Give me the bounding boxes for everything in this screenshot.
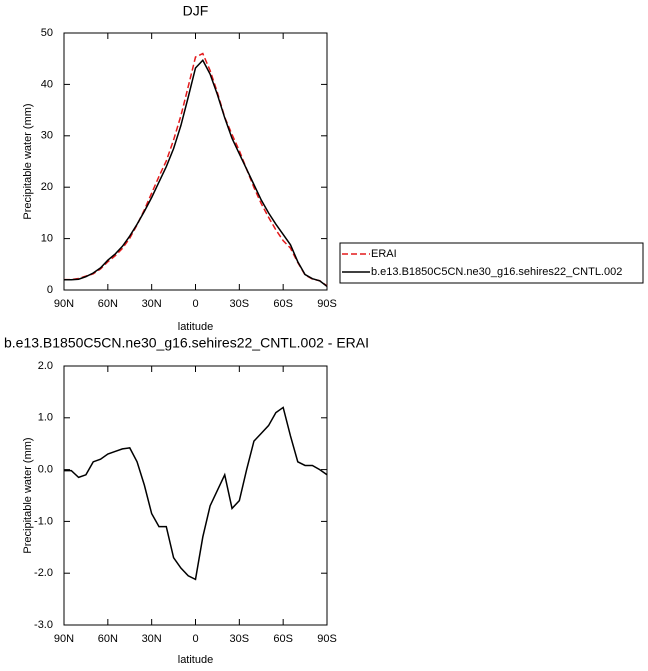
- legend-label: ERAI: [371, 248, 397, 260]
- plot-frame: [63, 32, 328, 291]
- x-axis-label: latitude: [178, 321, 213, 333]
- y-tick-label: -1.0: [34, 515, 53, 527]
- y-tick-label: 1.0: [38, 412, 53, 424]
- y-axis-label: Precipitable water (mm): [22, 437, 34, 553]
- x-tick-label: 60N: [98, 298, 118, 310]
- x-tick-label: 30N: [142, 633, 162, 645]
- chart-title: b.e13.B1850C5CN.ne30_g16.sehires22_CNTL.…: [4, 335, 369, 351]
- plot-frame: [63, 365, 328, 626]
- data-line: [64, 58, 328, 287]
- x-tick-label: 90S: [317, 298, 337, 310]
- data-line: [64, 52, 328, 287]
- y-tick-label: 10: [41, 233, 53, 245]
- y-tick-label: 2.0: [38, 360, 53, 372]
- chart-title: DJF: [183, 3, 209, 19]
- y-tick-label: 20: [41, 181, 53, 193]
- y-axis-label: Precipitable water (mm): [22, 103, 34, 219]
- y-tick-label: -2.0: [34, 567, 53, 579]
- y-tick-label: 0.0: [38, 464, 53, 476]
- legend-box: [339, 242, 644, 284]
- y-tick-label: 30: [41, 130, 53, 142]
- y-tick-label: -3.0: [34, 619, 53, 631]
- x-tick-label: 90S: [317, 633, 337, 645]
- x-tick-label: 60S: [273, 298, 293, 310]
- x-axis-label: latitude: [178, 654, 213, 666]
- x-tick-label: 90N: [54, 633, 74, 645]
- y-tick-label: 40: [41, 78, 53, 90]
- legend-label: b.e13.B1850C5CN.ne30_g16.sehires22_CNTL.…: [371, 266, 622, 278]
- x-tick-label: 30S: [230, 298, 250, 310]
- x-tick-label: 60S: [273, 633, 293, 645]
- x-tick-label: 30N: [142, 298, 162, 310]
- x-tick-label: 30S: [230, 633, 250, 645]
- x-tick-label: 0: [192, 633, 198, 645]
- x-tick-label: 60N: [98, 633, 118, 645]
- x-tick-label: 90N: [54, 298, 74, 310]
- y-tick-label: 0: [47, 284, 53, 296]
- data-line: [64, 406, 328, 581]
- x-tick-label: 0: [192, 298, 198, 310]
- y-tick-label: 50: [41, 27, 53, 39]
